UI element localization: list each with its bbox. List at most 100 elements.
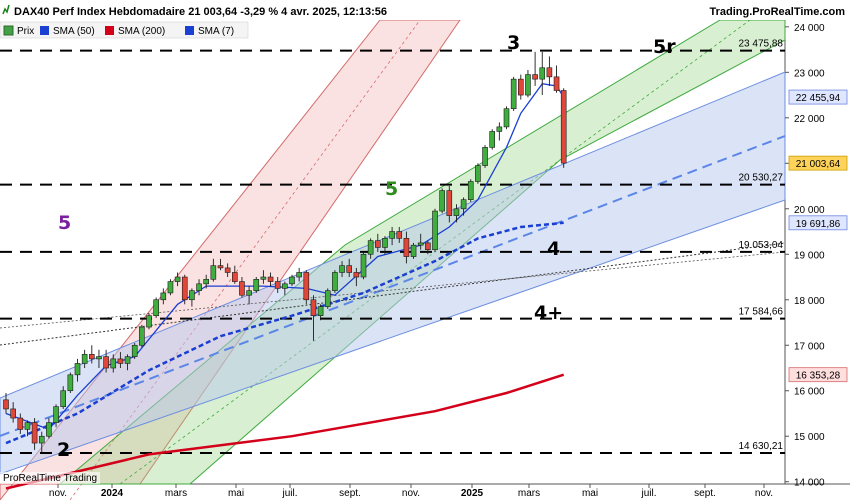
level-label: 19 053,04 [739, 240, 784, 251]
candle-body [532, 74, 538, 80]
candle-body [403, 238, 410, 257]
candle-body [525, 74, 531, 96]
x-tick-label: mars [165, 488, 187, 499]
y-tick-label: 24 000 [794, 23, 825, 34]
chart-type-icon [2, 4, 10, 15]
candle-body [439, 190, 445, 212]
candle-body [539, 67, 546, 80]
candle-body [31, 422, 38, 444]
x-tick-label: nov. [755, 488, 773, 499]
candle-body [332, 272, 338, 291]
price-tag-box [788, 89, 848, 105]
candle-body [475, 165, 481, 182]
x-tick-label: mars [518, 488, 540, 499]
sma200-line [5, 373, 565, 490]
candle-body [224, 267, 231, 273]
legend-label: SMA (7) [198, 26, 234, 37]
candle-body [96, 356, 102, 360]
candle-body [274, 281, 281, 289]
candle-body [260, 276, 267, 280]
candle-body [489, 131, 496, 148]
y-tick-label: 19 000 [794, 250, 825, 261]
candle-body [517, 78, 524, 96]
candle-body [460, 199, 467, 210]
candle-body [81, 354, 88, 364]
candle-body [432, 210, 438, 251]
price-candles [3, 51, 567, 453]
x-axis: nov. 2024 mars mai juil. sept. nov. 2025 mars mai… [49, 484, 773, 499]
wave-label-4: 4 [547, 238, 560, 260]
footer-label: ProRealTime Trading [3, 473, 97, 484]
candle-body [174, 276, 181, 282]
y-tick-label: 14 000 [794, 478, 825, 489]
legend-item-sma7[interactable]: SMA (7) [185, 26, 234, 37]
candle-body [139, 326, 145, 346]
x-tick-label: sept. [339, 488, 361, 499]
legend-item-sma50[interactable]: SMA (50) [40, 26, 95, 37]
candle-body [374, 240, 381, 248]
level-label: 23 475,88 [739, 39, 784, 50]
candle-body [503, 108, 510, 128]
level-label: 20 530,27 [739, 173, 784, 184]
legend-label: Prix [17, 26, 34, 37]
candle-body [482, 147, 488, 166]
candle-body [289, 276, 295, 285]
price-tag-label: 21 003,64 [796, 159, 841, 170]
x-tick-label: sept. [694, 488, 716, 499]
x-tick-label: 2024 [101, 488, 124, 499]
wave-label-2: 2 [57, 439, 70, 461]
candle-body [60, 390, 67, 407]
candle-body [453, 208, 460, 216]
y-tick-label: 18 000 [794, 296, 825, 307]
candle-body [124, 356, 131, 364]
candle-body [53, 406, 59, 423]
candle-body [367, 240, 374, 255]
x-tick-label: mai [228, 488, 244, 499]
candle-body [553, 76, 560, 91]
price-tag-box [788, 215, 848, 231]
y-tick-label: 17 000 [794, 341, 825, 352]
x-tick-label: juil. [281, 488, 297, 499]
candle-body [396, 231, 403, 239]
candle-body [181, 276, 188, 301]
y-tick-label: 20 000 [794, 205, 825, 216]
horizontal-levels: 23 475,88 20 530,27 19 053,04 17 584,66 14 6… [0, 39, 785, 455]
legend-item-sma200[interactable]: SMA (200) [105, 26, 165, 37]
candle-body [46, 422, 52, 437]
candle-body [267, 276, 274, 282]
candle-body [446, 190, 453, 216]
candle-body [117, 358, 124, 364]
blue-channel-median [0, 135, 786, 437]
candle-body [303, 272, 310, 301]
x-tick-label: nov. [49, 488, 67, 499]
candle-body [67, 374, 74, 392]
candle-body [196, 283, 202, 291]
candle-body [346, 265, 353, 273]
price-tag-box [788, 155, 848, 171]
candle-body [217, 265, 224, 269]
candle-body [282, 283, 288, 289]
legend-label: SMA (50) [53, 26, 95, 37]
candle-body [339, 265, 345, 273]
candle-body [17, 417, 24, 430]
candle-body [203, 278, 209, 285]
candle-body [189, 290, 195, 301]
legend-item-prix[interactable]: Prix [3, 25, 34, 37]
candle-body [160, 292, 167, 301]
candle-body [10, 408, 16, 419]
wave-label-5-purple: 5 [58, 212, 71, 234]
candle-body [153, 299, 159, 316]
candle-body [110, 358, 117, 369]
candle-body [360, 253, 367, 278]
price-tag-label: 22 455,94 [796, 93, 841, 104]
wave-label-4plus: 4+ [534, 302, 563, 324]
candle-body [38, 435, 45, 444]
price-tags: 22 455,94 21 003,64 19 691,86 16 353,28 [788, 89, 848, 383]
price-tag-label: 16 353,28 [796, 371, 841, 382]
candle-body [103, 356, 109, 369]
candle-body [546, 67, 553, 78]
candle-body [410, 244, 417, 257]
chart-title: DAX40 Perf Index Hebdomadaire 21 003,64 … [14, 6, 387, 18]
candle-body [310, 299, 317, 316]
